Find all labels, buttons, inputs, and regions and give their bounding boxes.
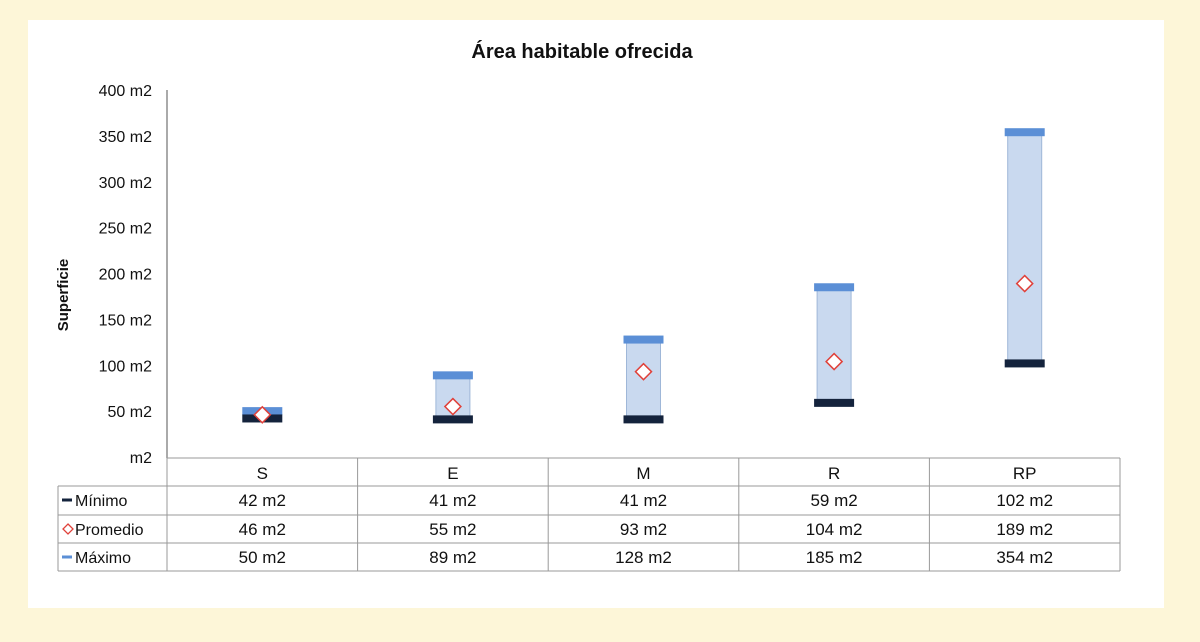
avg-marker: [825, 352, 844, 371]
category-label: S: [257, 464, 268, 483]
min-marker: [623, 415, 664, 424]
data-label: 354 m2: [996, 548, 1053, 567]
chart-title: Área habitable ofrecida: [471, 40, 693, 63]
legend-key-Promedio: [62, 523, 74, 535]
data-label: 128 m2: [615, 548, 672, 567]
legend-label: Promedio: [75, 522, 144, 539]
data-label: 189 m2: [996, 520, 1053, 539]
y-axis-label: Superficie: [55, 259, 72, 332]
data-label: 55 m2: [429, 520, 476, 539]
legend-label: Mínimo: [75, 493, 128, 510]
data-label: 46 m2: [239, 520, 286, 539]
y-tick-label: 150 m2: [99, 312, 152, 329]
legend-key-Mínimo: [62, 498, 72, 502]
range-group-E: [432, 371, 473, 424]
max-marker: [432, 371, 473, 380]
y-axis-ticks: m2 50 m2 100 m2 150 m2 200 m2 250 m2 300 m2 350…: [99, 83, 152, 467]
avg-marker: [253, 405, 272, 424]
data-label: 59 m2: [810, 491, 857, 510]
min-marker: [1004, 359, 1045, 368]
y-tick-label: 400 m2: [99, 83, 152, 100]
data-table: S E M R RP Mínimo 42 m2 41 m2 41 m2 59 m2 102 m2 Pr…: [57, 457, 1121, 572]
data-label: 104 m2: [806, 520, 863, 539]
max-marker: [623, 335, 664, 344]
avg-marker: [443, 397, 462, 416]
category-label: E: [447, 464, 458, 483]
data-label: 41 m2: [620, 491, 667, 510]
chart-panel: Área habitable ofrecida Superficie m2 50 …: [28, 20, 1164, 608]
data-label: 50 m2: [239, 548, 286, 567]
avg-marker: [634, 362, 653, 381]
category-label: RP: [1013, 464, 1037, 483]
y-tick-label: 100 m2: [99, 358, 152, 375]
y-tick-label: 350 m2: [99, 129, 152, 146]
range-group-RP: [1004, 128, 1045, 368]
y-tick-label: 250 m2: [99, 221, 152, 238]
data-label: 185 m2: [806, 548, 863, 567]
data-label: 102 m2: [996, 491, 1053, 510]
min-marker: [814, 398, 855, 407]
category-label: M: [636, 464, 650, 483]
range-group-S: [242, 405, 283, 424]
range-chart: Área habitable ofrecida Superficie m2 50 …: [55, 40, 1121, 572]
max-marker: [814, 283, 855, 292]
data-label: 41 m2: [429, 491, 476, 510]
range-group-M: [623, 335, 664, 424]
legend-key-Máximo: [62, 555, 72, 559]
y-tick-label: 200 m2: [99, 267, 152, 284]
category-label: R: [828, 464, 840, 483]
legend-label: Máximo: [75, 550, 131, 567]
range-bar: [1007, 131, 1043, 364]
data-label: 93 m2: [620, 520, 667, 539]
max-marker: [1004, 128, 1045, 137]
min-marker: [432, 415, 473, 424]
data-label: 89 m2: [429, 548, 476, 567]
range-bars: [242, 128, 1045, 424]
range-group-R: [814, 283, 855, 407]
y-tick-label: 300 m2: [99, 175, 152, 192]
range-bar: [816, 286, 852, 404]
y-tick-label: 50 m2: [108, 404, 153, 421]
y-tick-label: m2: [130, 450, 152, 467]
data-label: 42 m2: [239, 491, 286, 510]
avg-marker: [1015, 274, 1034, 293]
